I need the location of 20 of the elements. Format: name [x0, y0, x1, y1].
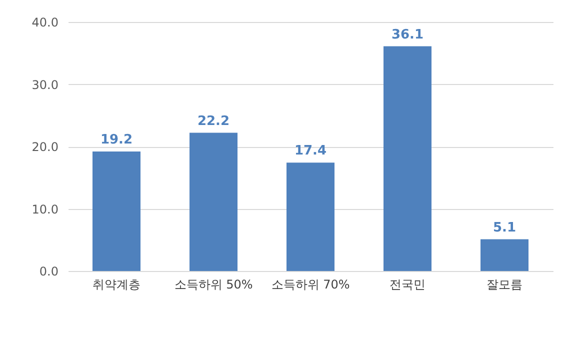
x-tick-label: 소득하위 50%: [174, 278, 253, 292]
y-tick-label: 30.0: [32, 78, 58, 92]
y-tick-label: 0.0: [39, 264, 58, 278]
data-label: 22.2: [197, 114, 230, 129]
x-tick-label: 소득하위 70%: [271, 278, 350, 292]
y-tick-label: 10.0: [32, 202, 58, 216]
data-label: 5.1: [492, 220, 516, 236]
bar: [92, 151, 140, 271]
x-tick-label: 전국민: [390, 278, 426, 292]
y-tick-label: 20.0: [32, 140, 58, 154]
data-label: 36.1: [391, 27, 424, 42]
data-label: 19.2: [100, 132, 133, 148]
bar: [286, 162, 334, 271]
bar: [190, 132, 238, 271]
x-tick-label: 취약계층: [92, 278, 140, 292]
x-tick-label: 잘모름: [486, 278, 522, 292]
bar: [384, 46, 432, 271]
y-tick-label: 40.0: [32, 16, 58, 30]
data-label: 17.4: [294, 144, 327, 159]
bar: [480, 239, 528, 271]
